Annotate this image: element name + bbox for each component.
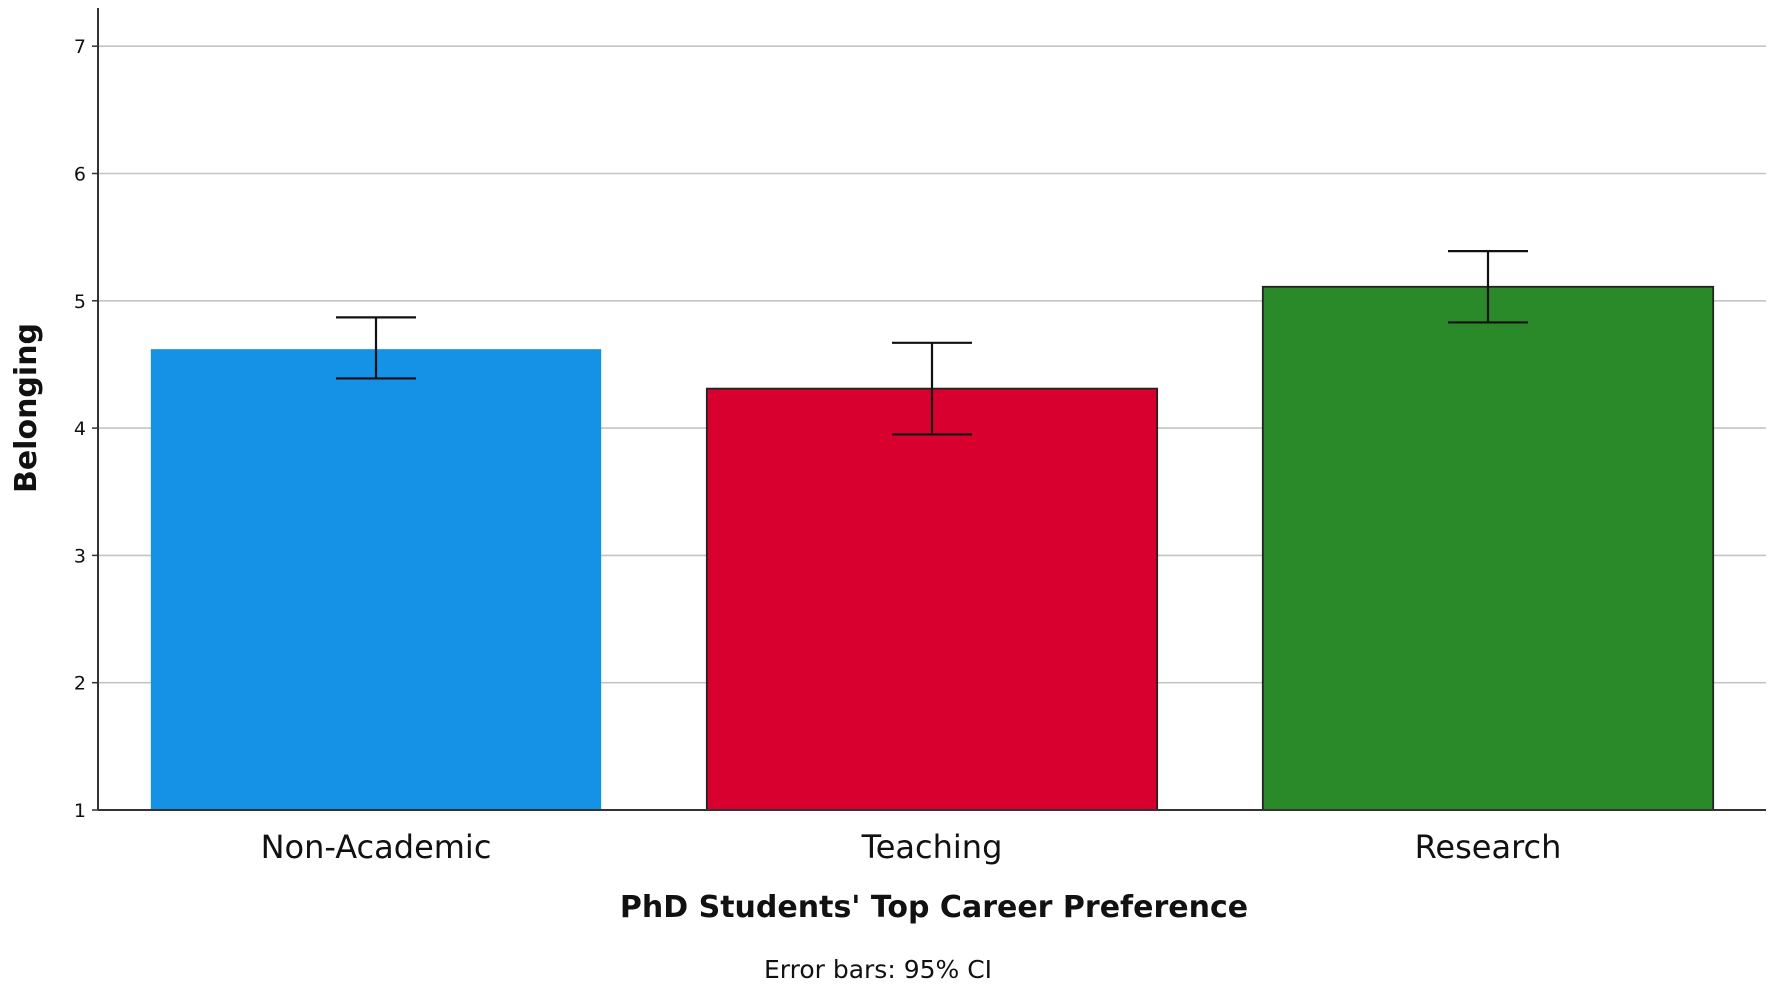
y-tick-label: 7 bbox=[74, 36, 86, 58]
bar bbox=[705, 387, 1159, 811]
error-bars bbox=[336, 250, 1528, 436]
x-tick-labels: Non-Academic Teaching Research bbox=[261, 828, 1562, 866]
y-axis-title: Belonging bbox=[9, 323, 44, 493]
x-axis-title: PhD Students' Top Career Preference bbox=[620, 890, 1248, 925]
x-tick-label: Non-Academic bbox=[261, 828, 492, 866]
bar bbox=[1261, 285, 1715, 811]
x-tick-label: Research bbox=[1415, 828, 1562, 866]
x-tick-label: Teaching bbox=[861, 828, 1003, 866]
axes bbox=[97, 8, 1766, 811]
y-tick-label: 6 bbox=[74, 163, 86, 185]
bars bbox=[150, 285, 1715, 811]
error-bar-note: Error bars: 95% CI bbox=[764, 955, 992, 984]
y-tick-labels: 1 2 3 4 5 6 7 bbox=[74, 36, 98, 822]
y-tick-label: 5 bbox=[74, 291, 86, 313]
y-tick-label: 1 bbox=[74, 800, 86, 822]
y-tick-label: 2 bbox=[74, 673, 86, 695]
y-tick-label: 3 bbox=[74, 545, 86, 567]
y-tick-label: 4 bbox=[74, 418, 86, 440]
bar bbox=[150, 349, 602, 810]
